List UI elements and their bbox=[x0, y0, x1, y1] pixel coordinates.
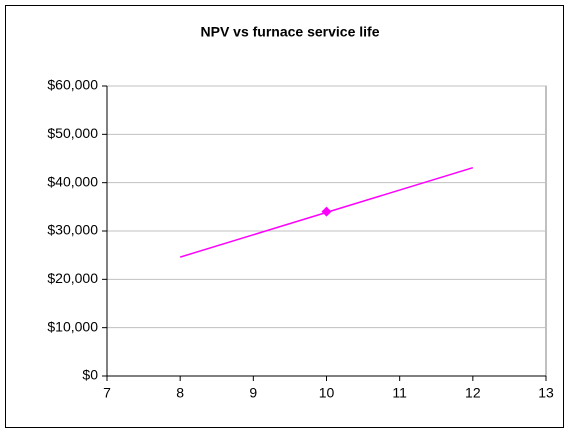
y-tick-label: $10,000 bbox=[47, 318, 98, 334]
y-tick-label: $40,000 bbox=[47, 173, 98, 189]
marker bbox=[321, 206, 332, 217]
x-tick-label: 10 bbox=[319, 385, 335, 401]
y-tick-label: $60,000 bbox=[47, 77, 98, 93]
y-tick-label: $20,000 bbox=[47, 270, 98, 286]
y-tick-label: $50,000 bbox=[47, 125, 98, 141]
x-tick-label: 11 bbox=[392, 385, 407, 401]
x-tick-label: 12 bbox=[465, 385, 481, 401]
x-tick-label: 13 bbox=[538, 385, 554, 401]
y-tick-label: $30,000 bbox=[47, 222, 98, 238]
chart-title: NPV vs furnace service life bbox=[201, 24, 380, 40]
x-tick-label: 8 bbox=[176, 385, 184, 401]
x-tick-label: 7 bbox=[103, 385, 111, 401]
x-tick-label: 9 bbox=[249, 385, 257, 401]
y-tick-label: $0 bbox=[82, 367, 98, 383]
